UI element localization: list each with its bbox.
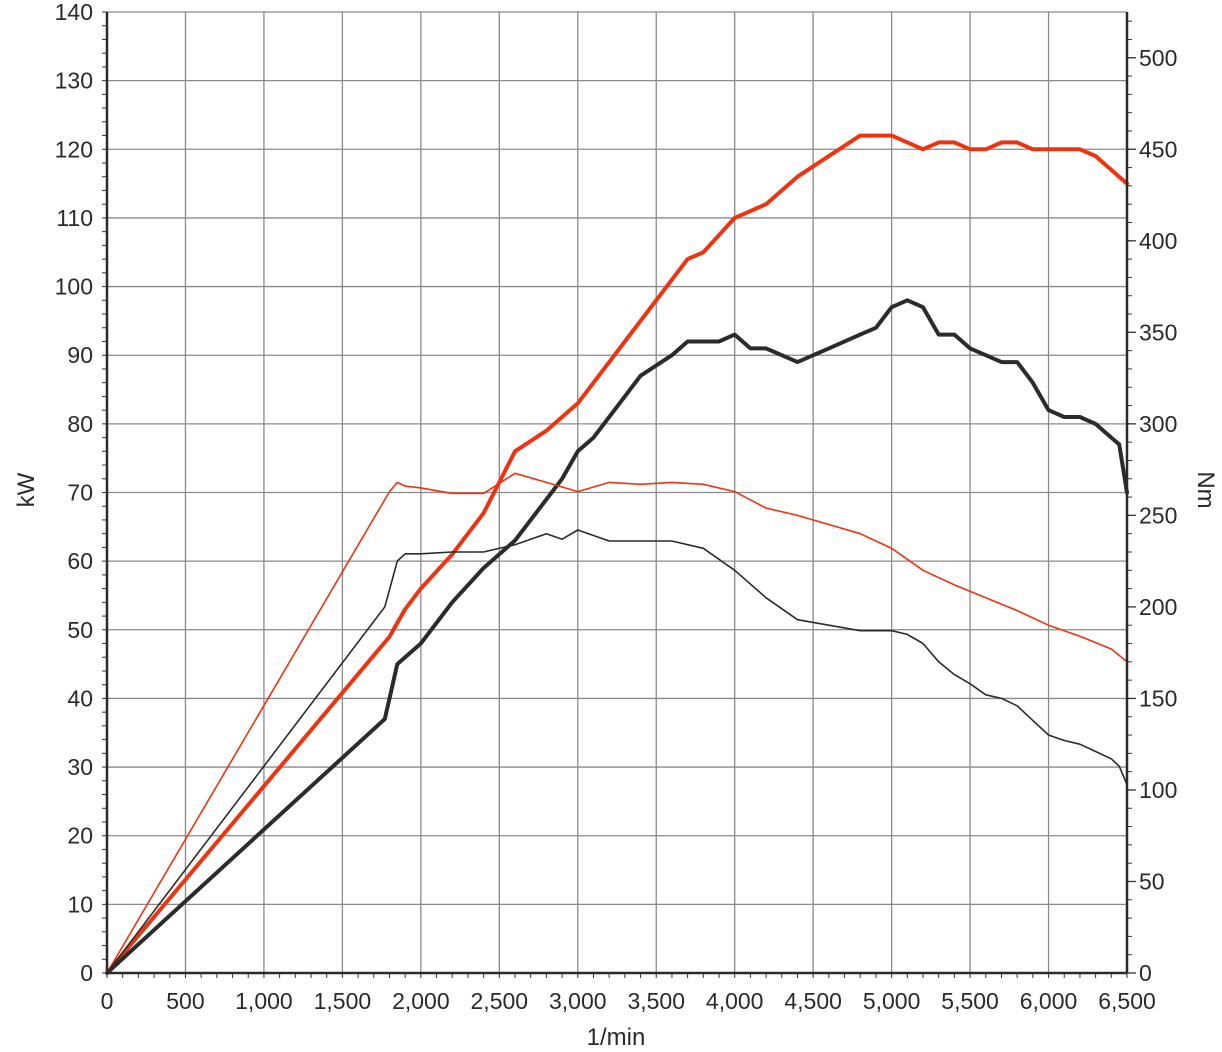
x-tick-label: 2,500	[471, 988, 529, 1014]
y-left-tick-label: 110	[56, 205, 93, 231]
y-right-tick-label: 350	[1139, 319, 1177, 345]
x-tick-label: 6,500	[1098, 988, 1156, 1014]
y-right-tick-label: 200	[1139, 594, 1177, 620]
torque-line-black	[106, 529, 1128, 974]
x-tick-label: 4,000	[706, 988, 764, 1014]
y-right-tick-label: 300	[1139, 411, 1177, 437]
y-right-axis-title: Nm	[1192, 471, 1219, 508]
y-left-axis-title: kW	[13, 472, 40, 507]
x-tick-label: 500	[166, 988, 204, 1014]
y-left-tick-label: 30	[67, 754, 93, 780]
power-line-red	[105, 133, 1129, 975]
y-right-tick-label: 500	[1139, 45, 1177, 71]
x-tick-label: 5,500	[941, 988, 999, 1014]
tick-labels: 0 500 1,000 1,500 2,000 2,500 3,000 3,500 4,000 4…	[55, 0, 1178, 1014]
x-tick-label: 1,000	[235, 988, 293, 1014]
y-left-tick-label: 90	[67, 342, 93, 368]
y-left-tick-label: 20	[67, 823, 93, 849]
y-left-tick-label: 0	[80, 960, 93, 986]
plot-frame	[102, 11, 1136, 978]
y-left-tick-label: 10	[67, 891, 93, 917]
y-left-tick-label: 80	[67, 411, 93, 437]
y-left-tick-label: 50	[67, 617, 93, 643]
y-left-tick-label: 60	[67, 548, 93, 574]
y-right-tick-label: 0	[1139, 960, 1152, 986]
y-left-tick-label: 100	[55, 274, 93, 300]
y-left-tick-label: 120	[55, 136, 93, 162]
x-tick-label: 3,500	[627, 988, 685, 1014]
y-left-tick-label: 130	[55, 68, 93, 94]
y-left-tick-label: 140	[55, 0, 93, 25]
y-right-tick-label: 50	[1139, 868, 1165, 894]
y-right-tick-label: 250	[1139, 502, 1177, 528]
x-axis-title: 1/min	[587, 1024, 646, 1051]
x-tick-label: 2,000	[392, 988, 450, 1014]
y-right-tick-label: 400	[1139, 228, 1177, 254]
x-tick-label: 1,500	[314, 988, 372, 1014]
y-right-tick-label: 100	[1139, 777, 1177, 803]
series-lines	[105, 133, 1129, 975]
x-tick-label: 3,000	[549, 988, 607, 1014]
y-left-tick-label: 40	[67, 685, 93, 711]
torque-line-red	[106, 472, 1128, 974]
x-tick-label: 5,000	[863, 988, 921, 1014]
y-right-tick-label: 450	[1139, 136, 1177, 162]
x-tick-label: 0	[101, 988, 114, 1014]
power-line-black	[105, 298, 1129, 975]
y-left-tick-label: 70	[67, 480, 93, 506]
y-right-tick-label: 150	[1139, 685, 1177, 711]
x-tick-label: 6,000	[1020, 988, 1078, 1014]
x-tick-label: 4,500	[784, 988, 842, 1014]
